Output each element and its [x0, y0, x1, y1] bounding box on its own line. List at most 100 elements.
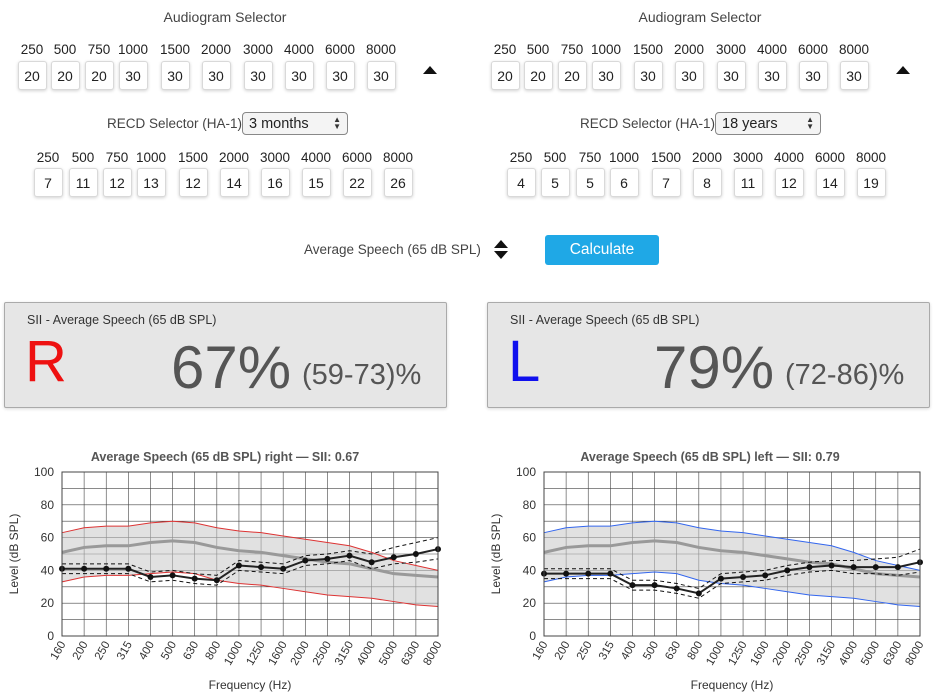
audiogram-value-input[interactable]: 30 — [716, 61, 746, 90]
recd-value-input[interactable]: 11 — [68, 168, 98, 197]
y-tick-label: 100 — [516, 465, 536, 479]
recd-value-input[interactable]: 12 — [178, 168, 208, 197]
recd-value-input[interactable]: 12 — [102, 168, 132, 197]
x-tick-label: 800 — [203, 640, 223, 663]
audiogram-value-input[interactable]: 30 — [118, 61, 148, 90]
recd-value-input[interactable]: 13 — [136, 168, 166, 197]
x-tick-label: 250 — [93, 640, 113, 663]
x-tick-label: 200 — [71, 640, 91, 663]
recd-value-input[interactable]: 5 — [575, 168, 605, 197]
audiogram-value-input[interactable]: 20 — [557, 61, 587, 90]
y-axis-label: Level (dB SPL) — [489, 514, 503, 595]
x-tick-label: 500 — [159, 640, 179, 663]
threshold-point — [607, 570, 614, 577]
x-tick-label: 1000 — [222, 640, 245, 668]
x-tick-label: 500 — [641, 640, 661, 663]
audiogram-collapse-left[interactable] — [896, 66, 910, 74]
recd-select-left[interactable]: 18 years ▲ ▼ — [715, 112, 821, 135]
threshold-point — [784, 567, 791, 574]
recd-freq-label: 3000 — [732, 150, 764, 165]
audiogram-value-input[interactable]: 30 — [591, 61, 621, 90]
threshold-point — [213, 577, 220, 584]
recd-value-input[interactable]: 14 — [219, 168, 249, 197]
x-tick-label: 8000 — [903, 640, 926, 668]
threshold-point — [651, 582, 658, 589]
x-tick-label: 3150 — [815, 640, 838, 668]
recd-value-input[interactable]: 8 — [692, 168, 722, 197]
x-tick-label: 4000 — [355, 640, 378, 668]
x-tick-label: 8000 — [421, 640, 444, 668]
y-tick-label: 20 — [523, 596, 537, 610]
speech-level-stepper[interactable] — [494, 240, 508, 259]
recd-freq-label: 500 — [543, 150, 567, 165]
audiogram-freq-label: 8000 — [365, 42, 397, 57]
x-tick-label: 400 — [137, 640, 157, 663]
sii-panel-right: SII - Average Speech (65 dB SPL) R 67% (… — [4, 302, 447, 408]
x-tick-label: 400 — [619, 640, 639, 663]
speech-lower-line — [543, 571, 921, 607]
recd-value-input[interactable]: 16 — [260, 168, 290, 197]
audiogram-value-input[interactable]: 30 — [674, 61, 704, 90]
step-down-icon — [494, 251, 508, 259]
audiogram-value-input[interactable]: 30 — [798, 61, 828, 90]
audiogram-freq-label: 750 — [87, 42, 111, 57]
audiogram-collapse-right[interactable] — [423, 66, 437, 74]
calculate-button[interactable]: Calculate — [545, 235, 659, 265]
audiogram-value-input[interactable]: 30 — [839, 61, 869, 90]
x-tick-label: 1250 — [244, 640, 267, 668]
recd-value-input[interactable]: 26 — [383, 168, 413, 197]
recd-value-input[interactable]: 7 — [651, 168, 681, 197]
recd-freq-label: 1500 — [650, 150, 682, 165]
audiogram-value-input[interactable]: 30 — [633, 61, 663, 90]
recd-value-input[interactable]: 4 — [506, 168, 536, 197]
recd-label-right: RECD Selector (HA-1) — [107, 116, 243, 131]
recd-value-input[interactable]: 11 — [733, 168, 763, 197]
threshold-point — [346, 552, 353, 559]
x-tick-label: 6300 — [399, 640, 422, 668]
threshold-line — [544, 561, 921, 595]
threshold-point — [147, 573, 154, 580]
recd-value-input[interactable]: 6 — [609, 168, 639, 197]
recd-freq-label: 250 — [509, 150, 533, 165]
audiogram-value-input[interactable]: 20 — [50, 61, 80, 90]
audiogram-value-input[interactable]: 20 — [490, 61, 520, 90]
x-tick-label: 2000 — [771, 640, 794, 668]
recd-value-input[interactable]: 5 — [540, 168, 570, 197]
recd-value-input[interactable]: 19 — [856, 168, 886, 197]
ear-letter: R — [25, 329, 67, 394]
y-tick-label: 0 — [47, 629, 54, 643]
threshold-point — [695, 590, 702, 597]
audiogram-value-input[interactable]: 30 — [366, 61, 396, 90]
x-tick-label: 1600 — [749, 640, 772, 668]
recd-value-input[interactable]: 14 — [815, 168, 845, 197]
audiogram-value-input[interactable]: 30 — [284, 61, 314, 90]
audiogram-value-input[interactable]: 30 — [201, 61, 231, 90]
threshold-point — [103, 565, 110, 572]
audiogram-freq-label: 6000 — [797, 42, 829, 57]
audiogram-value-input[interactable]: 30 — [243, 61, 273, 90]
x-tick-label: 3150 — [333, 640, 356, 668]
recd-value-input[interactable]: 7 — [33, 168, 63, 197]
recd-freq-label: 1500 — [177, 150, 209, 165]
threshold-point — [828, 562, 835, 569]
y-tick-label: 100 — [34, 465, 54, 479]
audiogram-value-input[interactable]: 20 — [523, 61, 553, 90]
audiogram-value-input[interactable]: 20 — [17, 61, 47, 90]
recd-value-input[interactable]: 15 — [301, 168, 331, 197]
audiogram-value-input[interactable]: 30 — [757, 61, 787, 90]
recd-select-right[interactable]: 3 months ▲ ▼ — [242, 112, 348, 135]
audiogram-value-input[interactable]: 30 — [325, 61, 355, 90]
recd-value-input[interactable]: 22 — [342, 168, 372, 197]
audiogram-value-input[interactable]: 30 — [160, 61, 190, 90]
audiogram-value-input[interactable]: 20 — [84, 61, 114, 90]
recd-value-input[interactable]: 12 — [774, 168, 804, 197]
x-axis-label: Frequency (Hz) — [209, 678, 292, 692]
x-tick-label: 250 — [575, 640, 595, 663]
recd-freq-label: 2000 — [218, 150, 250, 165]
audiogram-freq-label: 2000 — [673, 42, 705, 57]
speech-mean-line — [543, 539, 921, 579]
threshold-point — [390, 554, 397, 561]
audiogram-freq-label: 500 — [526, 42, 550, 57]
recd-freq-label: 4000 — [773, 150, 805, 165]
